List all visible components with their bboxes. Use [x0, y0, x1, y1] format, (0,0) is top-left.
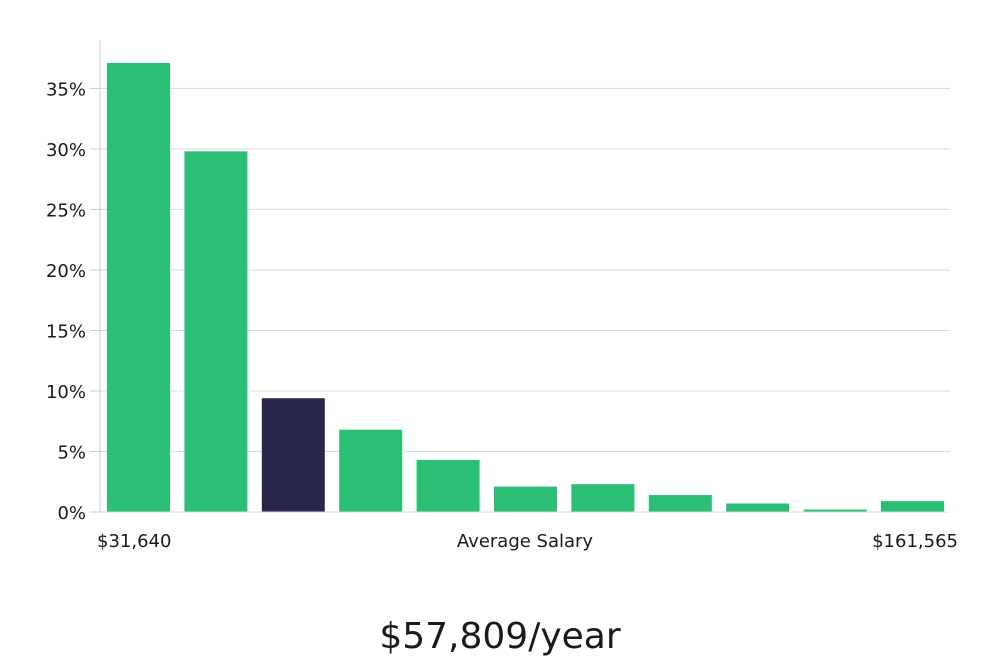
bar [881, 501, 944, 512]
bar [107, 62, 170, 512]
y-tick-label: 30% [46, 140, 86, 161]
bar [726, 503, 790, 512]
y-tick-label: 5% [57, 442, 86, 463]
y-tick-label: 25% [46, 200, 86, 221]
bar [803, 509, 867, 512]
average-salary-headline: $57,809/year [379, 616, 621, 657]
y-tick-label: 35% [46, 79, 86, 100]
x-axis-label: Average Salary [457, 531, 594, 552]
bar-highlighted [261, 398, 325, 512]
bar [494, 486, 557, 512]
bar [339, 429, 403, 512]
bar [571, 484, 635, 512]
axes [90, 40, 950, 513]
y-tick-label: 10% [46, 382, 86, 403]
bar [416, 459, 480, 512]
y-tick-label: 20% [46, 261, 86, 282]
bars [107, 62, 944, 513]
x-min-label: $31,640 [97, 531, 171, 552]
x-max-label: $161,565 [872, 531, 958, 552]
y-tick-labels: 0% 5% 10% 15% 20% 25% 30% 35% [46, 79, 86, 524]
y-tick-label: 15% [46, 321, 86, 342]
bar [648, 495, 712, 512]
bar [184, 151, 248, 513]
y-tick-label: 0% [57, 503, 86, 524]
